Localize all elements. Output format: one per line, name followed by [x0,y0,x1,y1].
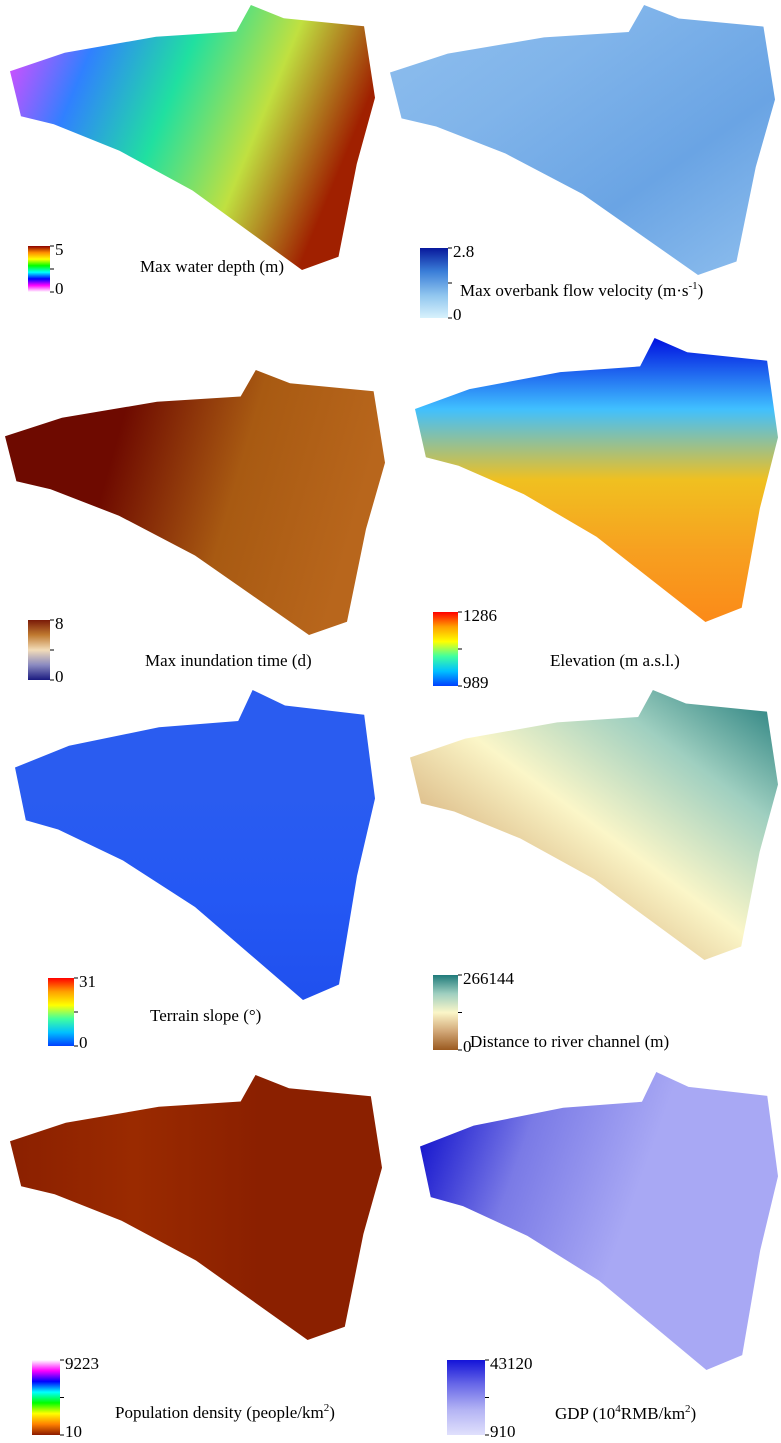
title-part: ) [698,281,704,300]
map-title: Max water depth (m) [140,257,284,276]
map-panel: 5 0 Max water depth (m) [10,5,375,298]
title-part: Max overbank flow velocity (m·s [460,281,689,300]
title-part: -1 [689,280,698,292]
colorbar [32,1360,60,1435]
colorbar-max-label: 5 [55,240,64,259]
title-part: ) [691,1404,697,1423]
map-area [410,690,778,960]
colorbar-min-label: 0 [453,305,462,324]
colorbar-min-label: 0 [55,279,64,298]
colorbar-max-label: 1286 [463,606,497,625]
map-area [10,1075,382,1340]
colorbar-max-label: 2.8 [453,242,474,261]
colorbar-min-label: 910 [490,1422,516,1441]
map-panel: 8 0 Max inundation time (d) [5,370,385,686]
title-part: Terrain slope (°) [150,1006,261,1025]
colorbar [447,1360,485,1435]
colorbar-max-label: 31 [79,972,96,991]
map-area [415,338,778,622]
map-area [5,370,385,635]
title-part: ) [329,1403,335,1422]
colorbar-max-label: 9223 [65,1354,99,1373]
map-area [10,5,375,270]
colorbar [48,978,74,1046]
title-part: Max inundation time (d) [145,651,312,670]
colorbar [420,248,448,318]
map-title: Max inundation time (d) [145,651,312,670]
colorbar-min-label: 989 [463,673,489,692]
map-panel: 43120 910 GDP (104RMB/km2) [420,1072,778,1441]
colorbar [28,246,50,292]
map-title: Max overbank flow velocity (m·s-1) [460,280,703,300]
title-part: Elevation (m a.s.l.) [550,651,680,670]
map-panel: 1286 989 Elevation (m a.s.l.) [415,338,778,692]
colorbar-max-label: 266144 [463,969,515,988]
map-panel: 9223 10 Population density (people/km2) [10,1075,382,1441]
colorbar [28,620,50,680]
colorbar-min-label: 0 [55,667,64,686]
title-part: Distance to river channel (m) [470,1032,669,1051]
map-title: Population density (people/km2) [115,1402,335,1422]
map-title: GDP (104RMB/km2) [555,1403,696,1423]
title-part: Max water depth (m) [140,257,284,276]
title-part: RMB/km [621,1404,685,1423]
colorbar-max-label: 8 [55,614,64,633]
colorbar-min-label: 10 [65,1422,82,1441]
map-panel: 31 0 Terrain slope (°) [15,690,375,1052]
title-part: GDP (10 [555,1404,615,1423]
title-part: Population density (people/km [115,1403,324,1422]
map-title: Distance to river channel (m) [470,1032,669,1051]
map-title: Elevation (m a.s.l.) [550,651,680,670]
map-panel: 2.8 0 Max overbank flow velocity (m·s-1) [390,5,775,324]
figure: 5 0 Max water depth (m) 2.8 0 Max overbank fl… [0,0,781,1443]
map-title: Terrain slope (°) [150,1006,261,1025]
colorbar [433,612,458,686]
colorbar [433,975,458,1050]
map-area [390,5,775,275]
colorbar-min-label: 0 [79,1033,88,1052]
map-area [420,1072,778,1370]
colorbar-max-label: 43120 [490,1354,533,1373]
map-area [15,690,375,1000]
